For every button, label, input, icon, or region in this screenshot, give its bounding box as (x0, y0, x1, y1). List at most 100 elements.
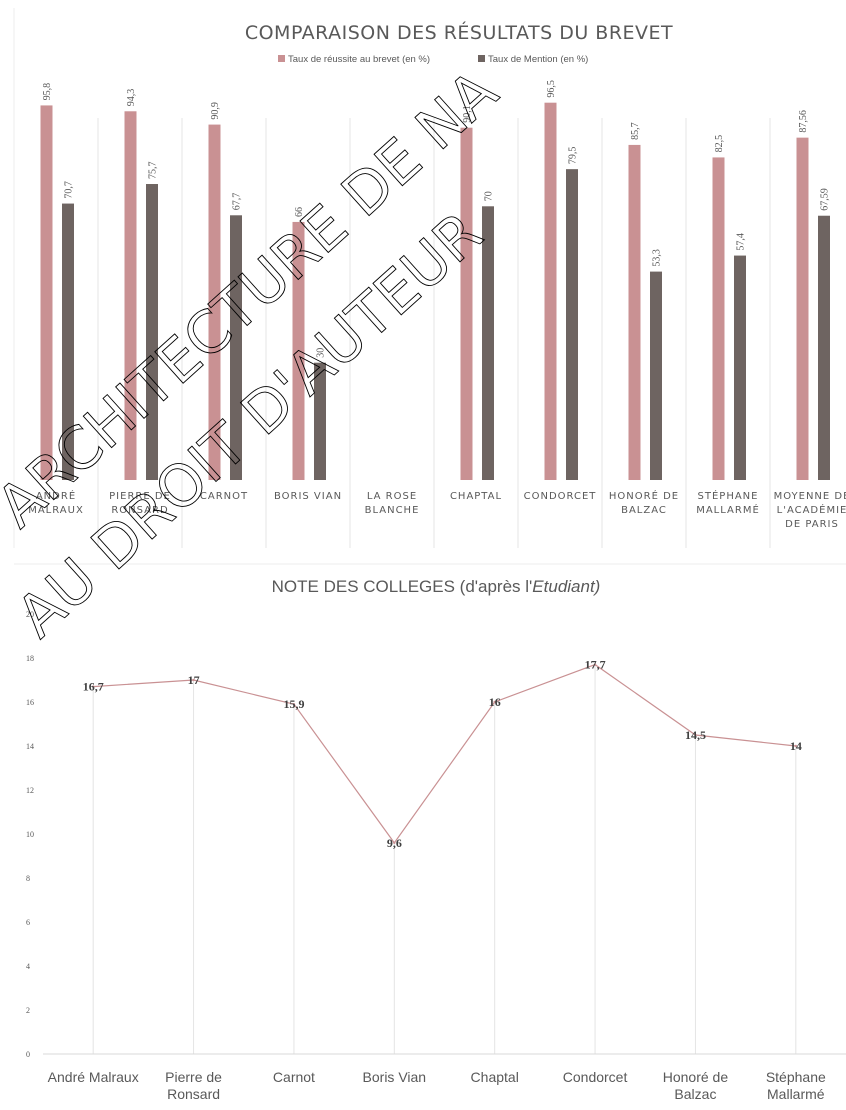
category-label-line: LA ROSE (367, 491, 417, 502)
data-label-carnot: 15,9 (283, 697, 304, 711)
data-label-boris-vian: 9,6 (387, 836, 402, 850)
y-tick-18: 18 (26, 654, 34, 663)
category-label-line: MOYENNE DE (774, 491, 846, 502)
y-tick-8: 8 (26, 874, 30, 883)
category-label-condorcet: CONDORCET (524, 491, 597, 502)
category-label-line: MALLARMÉ (696, 503, 760, 516)
data-label-reussite-carnot: 90,9 (210, 102, 221, 120)
category-label-line: Condorcet (563, 1069, 628, 1085)
data-point-chaptal (493, 700, 496, 704)
data-point-condorcet (593, 663, 597, 666)
bar-reussite-honore-de-balzac (628, 144, 641, 480)
y-tick-16: 16 (26, 698, 34, 707)
category-label-line: MALRAUX (28, 505, 84, 516)
data-point-pierre-de-ronsard (192, 678, 195, 682)
data-point-carnot (292, 703, 296, 706)
bar-mention-boris-vian (314, 362, 326, 480)
data-label-mention-pierre-de-ronsard: 75,7 (148, 162, 159, 180)
data-label-reussite-stephane-mallarme: 82,5 (714, 135, 725, 153)
bar-mention-carnot (230, 215, 242, 480)
category-label-line: ANDRÉ (36, 489, 76, 502)
bar-mention-honore-de-balzac (650, 271, 662, 480)
category-dividers (97, 118, 771, 548)
y-tick-12: 12 (26, 786, 34, 795)
category-label-line: RONSARD (111, 505, 168, 516)
data-label-reussite-honore-de-balzac: 85,7 (630, 122, 641, 140)
legend-swatch-reussite (278, 55, 285, 62)
category-label-line: Honoré de (663, 1069, 729, 1085)
category-label-line: Boris Vian (363, 1069, 427, 1085)
data-point-honore-de-balzac (694, 733, 697, 737)
category-label-line: STÉPHANE (698, 489, 759, 502)
category-label-line: HONORÉ DE (609, 489, 679, 502)
legend-label-mention: Taux de Mention (en %) (488, 54, 588, 65)
data-labels: 95,8 70,7 94,3 75,7 90,9 67,7 66 30 90,1 70 96,5 79… (42, 80, 831, 358)
series-line (93, 663, 796, 844)
category-label-line: L'ACADÉMIE (777, 503, 846, 516)
bar-reussite-andre-malraux (40, 105, 53, 480)
brevet-bar-chart: COMPARAISON DES RÉSULTATS DU BREVET Taux… (13, 8, 846, 548)
category-label-line: BLANCHE (365, 505, 420, 516)
y-tick-6: 6 (26, 918, 30, 927)
data-label-reussite-moyenne-de-l-academie-de-paris: 87,56 (798, 110, 809, 133)
data-label-mention-honore-de-balzac: 53,3 (652, 249, 663, 267)
category-label-condorcet: Condorcet (563, 1069, 628, 1085)
data-labels: 16,7 17 15,9 9,6 16 17,7 14,5 14 (83, 658, 802, 850)
category-label-honore-de-balzac: HONORÉ DE BALZAC (609, 489, 679, 516)
category-label-line: Stéphane (766, 1069, 826, 1085)
legend-label-reussite: Taux de réussite au brevet (en %) (288, 54, 430, 65)
data-label-mention-condorcet: 79,5 (568, 147, 579, 165)
bar-reussite-chaptal (460, 127, 473, 481)
data-label-reussite-boris-vian: 66 (294, 207, 305, 217)
category-label-line: BALZAC (621, 505, 667, 516)
bar-mention-condorcet (566, 169, 578, 480)
chart-title-italic: Etudiant) (532, 577, 600, 596)
category-label-line: CONDORCET (524, 491, 597, 502)
category-label-line: Mallarmé (767, 1086, 825, 1102)
y-tick-14: 14 (26, 742, 34, 751)
category-labels: André Malraux Pierre de Ronsard Carnot Boris… (48, 1069, 826, 1102)
category-label-line: André Malraux (48, 1069, 139, 1085)
data-point-stephane-mallarme (794, 744, 798, 748)
category-labels: ANDRÉ MALRAUX PIERRE DE RONSARD CARNOT BORIS … (28, 489, 846, 530)
chart-title: COMPARAISON DES RÉSULTATS DU BREVET (245, 21, 673, 44)
data-label-mention-stephane-mallarme: 57,4 (736, 233, 747, 251)
legend: Taux de réussite au brevet (en %) Taux d… (278, 54, 588, 65)
category-label-line: BORIS VIAN (274, 491, 342, 502)
category-label-boris-vian: Boris Vian (363, 1069, 427, 1085)
category-label-moyenne-de-l-academie-de-paris: MOYENNE DE L'ACADÉMIE DE PARIS (774, 491, 846, 530)
data-label-mention-boris-vian: 30 (316, 348, 327, 358)
data-label-andre-malraux: 16,7 (83, 680, 104, 694)
chart-title: NOTE DES COLLEGES (d'après l'Etudiant) (272, 577, 601, 596)
category-label-pierre-de-ronsard: Pierre de Ronsard (165, 1069, 222, 1102)
category-label-andre-malraux: ANDRÉ MALRAUX (28, 489, 84, 516)
bar-reussite-pierre-de-ronsard (124, 111, 137, 481)
bar-reussite-moyenne-de-l-academie-de-paris (796, 137, 809, 481)
category-label-boris-vian: BORIS VIAN (274, 491, 342, 502)
category-label-line: DE PARIS (785, 519, 839, 530)
data-label-honore-de-balzac: 14,5 (685, 728, 706, 742)
drop-lines (92, 664, 797, 1054)
bar-mention-stephane-mallarme (734, 255, 746, 480)
data-point-andre-malraux (91, 685, 95, 688)
y-tick-0: 0 (26, 1050, 30, 1059)
category-label-line: Ronsard (167, 1086, 220, 1102)
bar-mention-moyenne-de-l-academie-de-paris (818, 215, 830, 481)
category-label-carnot: CARNOT (200, 491, 248, 502)
category-label-line: CHAPTAL (450, 491, 502, 502)
data-label-chaptal: 16 (489, 695, 501, 709)
data-label-mention-carnot: 67,7 (232, 193, 243, 211)
data-label-reussite-andre-malraux: 95,8 (42, 83, 53, 101)
bar-reussite-boris-vian (292, 221, 305, 480)
category-label-stephane-mallarme: Stéphane Mallarmé (766, 1069, 826, 1102)
category-label-line: CARNOT (200, 491, 248, 502)
y-tick-10: 10 (26, 830, 34, 839)
data-label-mention-andre-malraux: 70,7 (64, 181, 75, 199)
bar-reussite-carnot (208, 124, 221, 481)
data-label-reussite-condorcet: 96,5 (546, 80, 557, 98)
bars (40, 102, 830, 481)
y-tick-4: 4 (26, 962, 30, 971)
y-axis-ticks: 0 2 4 6 8 10 12 14 16 18 20 (26, 610, 34, 1059)
bar-reussite-stephane-mallarme (712, 157, 725, 481)
data-label-reussite-chaptal: 90,1 (462, 105, 473, 123)
